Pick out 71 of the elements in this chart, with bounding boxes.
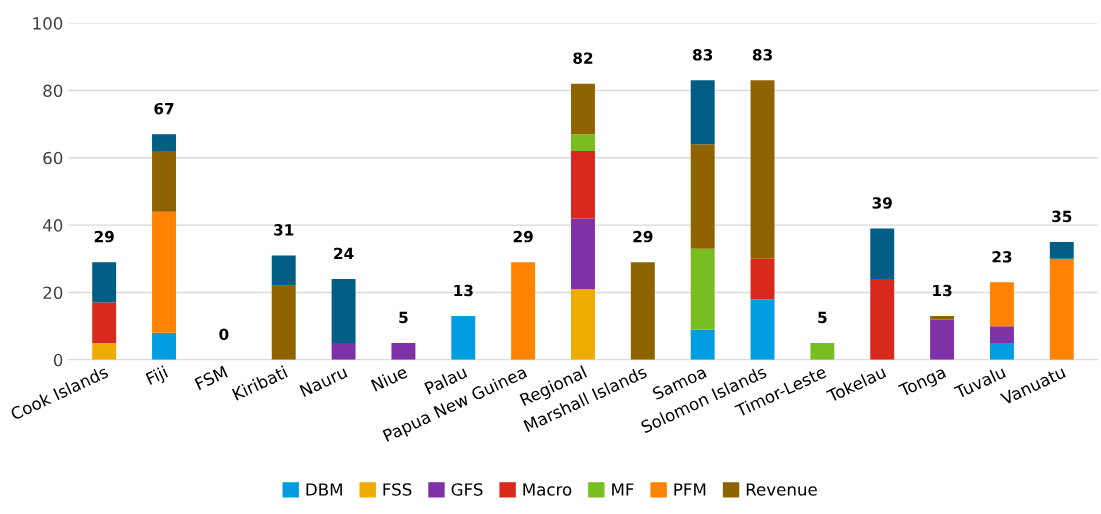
bar — [989, 326, 1014, 343]
bar — [690, 248, 715, 330]
bar — [1049, 258, 1074, 360]
legend-label: Revenue — [746, 483, 817, 496]
bar — [391, 342, 416, 360]
total-label: 67 — [154, 102, 174, 115]
bar — [870, 279, 895, 360]
legend-label: Macro — [523, 483, 572, 496]
bar — [690, 329, 715, 360]
y-tick-label: 40 — [43, 219, 63, 232]
legend-label: PFM — [674, 483, 706, 496]
total-label: 5 — [399, 311, 408, 324]
total-label: 82 — [573, 52, 593, 64]
legend-label: FSS — [383, 483, 412, 496]
total-label: 29 — [94, 230, 114, 243]
bar — [92, 302, 117, 343]
x-tick-label: Fiji — [145, 365, 170, 388]
bar — [152, 211, 176, 333]
bar — [571, 134, 595, 152]
y-tick-label: 20 — [43, 286, 63, 300]
bar — [750, 80, 775, 259]
bar — [571, 289, 595, 360]
total-label: 83 — [752, 49, 772, 61]
bar — [152, 151, 176, 212]
bar — [571, 151, 595, 219]
bar — [511, 262, 536, 360]
total-label: 29 — [513, 230, 533, 243]
total-label: 35 — [1052, 210, 1072, 223]
total-label: 83 — [692, 49, 713, 61]
bar — [870, 228, 895, 279]
total-label: 0 — [219, 328, 229, 341]
bar — [690, 80, 715, 145]
total-label: 13 — [933, 284, 952, 297]
bar — [989, 282, 1014, 327]
bar — [271, 285, 296, 360]
total-label: 13 — [454, 284, 473, 297]
total-label: 24 — [334, 247, 354, 259]
x-tick-label: Palau — [424, 365, 468, 395]
bar — [451, 316, 476, 360]
legend-label: GFS — [451, 483, 483, 496]
total-label: 31 — [274, 224, 294, 236]
y-tick-label: 100 — [33, 17, 63, 30]
bar — [152, 134, 176, 152]
bar — [92, 262, 117, 303]
y-tick-label: 60 — [43, 151, 63, 165]
y-tick-label: 80 — [43, 84, 63, 98]
bar — [630, 262, 655, 360]
total-label: 29 — [633, 230, 653, 243]
bar — [750, 258, 775, 300]
bar — [92, 342, 117, 360]
x-tick-label: FSM — [194, 365, 228, 391]
total-label: 5 — [818, 311, 827, 324]
bar — [571, 218, 595, 290]
legend-label: DBM — [306, 483, 342, 496]
total-label: 23 — [992, 251, 1012, 263]
bar — [810, 342, 835, 360]
bar — [989, 342, 1014, 360]
bar — [930, 319, 955, 360]
total-label: 39 — [872, 197, 892, 209]
x-tick-label: Tonga — [897, 365, 948, 400]
bar — [1049, 241, 1074, 259]
bar — [271, 255, 296, 286]
x-tick-label: Niue — [370, 365, 409, 392]
bar — [750, 299, 775, 360]
bar — [331, 279, 356, 343]
y-tick-label: 0 — [53, 353, 63, 367]
bar — [152, 332, 176, 360]
bar — [571, 83, 595, 135]
bar — [331, 342, 356, 360]
bar — [690, 144, 715, 249]
legend-label: MF — [612, 483, 634, 496]
